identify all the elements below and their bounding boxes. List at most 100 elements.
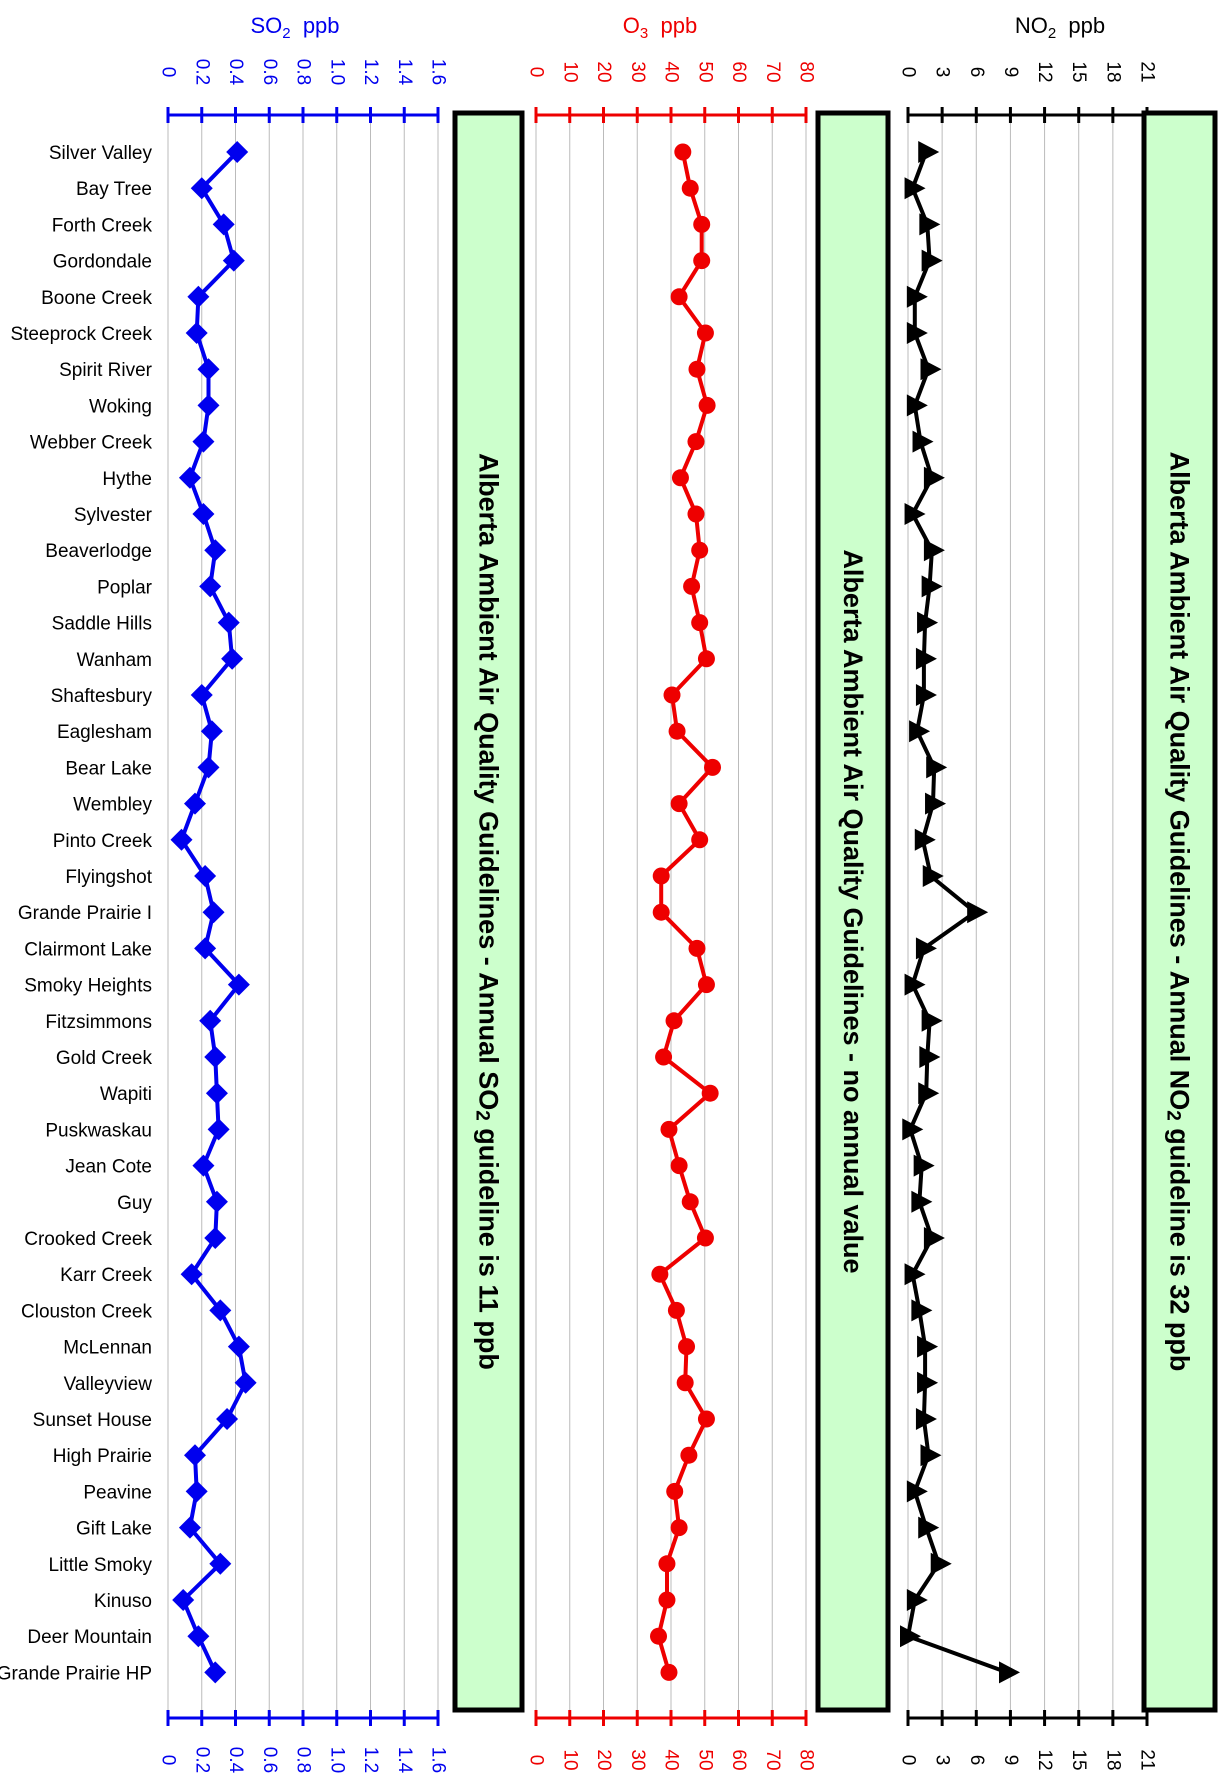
data-point: [697, 1410, 715, 1428]
data-point: [923, 539, 945, 562]
data-point: [670, 1157, 688, 1175]
station-label: Kinuso: [94, 1591, 152, 1612]
tick-label: 0.2: [191, 59, 212, 85]
data-point: [204, 1661, 227, 1684]
data-point: [925, 792, 947, 815]
station-label: Woking: [89, 396, 152, 417]
station-label: Valleyview: [64, 1374, 153, 1395]
tick-label: 18: [1102, 61, 1123, 82]
tick-label: 0: [898, 67, 919, 78]
data-point: [911, 1190, 933, 1213]
data-point: [192, 503, 215, 525]
station-label: Wembley: [73, 795, 152, 816]
data-point: [655, 1048, 673, 1066]
station-label: Gordondale: [53, 252, 152, 273]
station-label: Peavine: [83, 1482, 152, 1503]
data-point: [687, 505, 705, 523]
station-label: McLennan: [63, 1338, 152, 1359]
data-point: [681, 1193, 699, 1211]
guideline-text: Alberta Ambient Air Quality Guidelines -…: [1163, 452, 1195, 1372]
data-point: [199, 1009, 222, 1032]
station-label: Boone Creek: [41, 288, 152, 309]
tick-label: 30: [627, 1749, 648, 1770]
tick-label: 1.6: [428, 1747, 449, 1773]
data-point: [923, 466, 945, 489]
station-labels: Silver Valley Bay Tree Forth Creek Gordonda…: [0, 143, 153, 1684]
station-label: Steeprock Creek: [10, 324, 152, 345]
data-point: [919, 213, 941, 236]
data-point: [227, 1335, 250, 1358]
tick-label: 0: [898, 1755, 919, 1766]
data-point: [921, 575, 943, 598]
data-point: [921, 1009, 943, 1032]
data-point: [920, 358, 942, 381]
tick-label: 0: [158, 67, 179, 78]
data-point: [923, 1227, 945, 1249]
data-point: [199, 575, 222, 598]
station-label: Eaglesham: [57, 722, 152, 743]
data-point: [918, 141, 940, 163]
data-point: [906, 1589, 928, 1611]
data-point: [906, 285, 928, 308]
tick-label: 0.8: [293, 1747, 314, 1773]
station-label: Wanham: [77, 650, 152, 671]
data-point: [906, 322, 928, 344]
tick-label: 9: [1000, 67, 1021, 78]
data-point: [911, 1299, 933, 1322]
data-point: [197, 358, 220, 381]
station-label: Smoky Heights: [24, 976, 152, 997]
guideline-box: [815, 110, 891, 1713]
data-point: [922, 865, 944, 887]
station-label: Silver Valley: [49, 143, 153, 164]
data-point: [217, 611, 240, 634]
data-point: [192, 430, 215, 453]
data-point: [666, 1482, 684, 1500]
data-point: [917, 1371, 939, 1394]
data-point: [704, 758, 722, 776]
tick-label: 80: [796, 1749, 817, 1770]
tick-label: 80: [796, 61, 817, 82]
data-point: [914, 828, 936, 851]
data-point: [917, 1335, 939, 1358]
tick-label: 12: [1034, 61, 1055, 82]
tick-label: 1.2: [360, 1747, 381, 1773]
data-point: [234, 1371, 257, 1394]
data-point: [902, 1118, 924, 1141]
data-point: [184, 1444, 206, 1467]
data-point: [172, 1589, 195, 1611]
data-point: [185, 1480, 208, 1503]
data-point: [204, 1046, 227, 1068]
tick-label: 1.0: [326, 59, 347, 85]
tick-label: 1.4: [394, 59, 415, 86]
data-point: [658, 1591, 676, 1609]
data-point: [660, 1120, 678, 1138]
station-label: Beaverlodge: [45, 541, 152, 562]
tick-label: 10: [559, 61, 580, 82]
station-label: Shaftesbury: [51, 686, 153, 707]
data-point: [192, 1154, 215, 1177]
station-label: Bear Lake: [65, 758, 152, 779]
data-point: [184, 792, 206, 815]
data-point: [678, 1338, 696, 1356]
tick-label: 70: [762, 61, 783, 82]
data-point: [915, 1408, 937, 1430]
station-label: Sunset House: [33, 1410, 152, 1431]
data-point: [688, 939, 706, 957]
station-label: Hythe: [102, 469, 152, 490]
data-point: [668, 722, 686, 740]
tick-label: 12: [1034, 1749, 1055, 1770]
data-point: [194, 865, 217, 887]
tick-label: 40: [661, 1749, 682, 1770]
panel-0: 0 0.2 0.4 0.6 0.8 1.0 1.2 1.4 1.6 0 0.2 0.4 0.6 0.8 1.…: [158, 13, 525, 1774]
data-point: [652, 903, 670, 921]
data-point: [904, 1263, 926, 1286]
station-label: Little Smoky: [49, 1555, 153, 1576]
data-point: [900, 1625, 921, 1648]
data-point: [651, 1265, 669, 1283]
data-point: [194, 937, 217, 960]
tick-label: 0: [158, 1755, 179, 1766]
data-point: [185, 322, 208, 344]
data-point: [670, 1519, 688, 1537]
data-point: [967, 901, 989, 924]
